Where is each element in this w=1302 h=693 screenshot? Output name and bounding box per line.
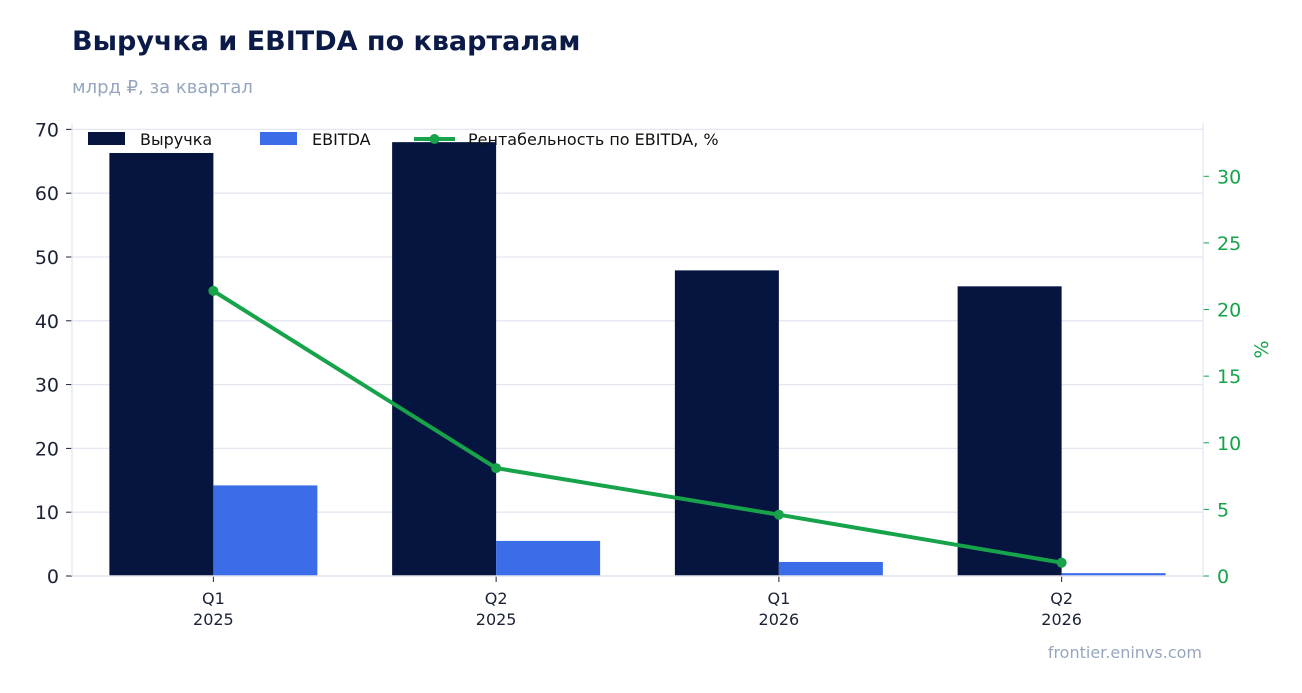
y-left-tick-label: 30: [35, 375, 59, 397]
y-left-tick-label: 60: [35, 183, 59, 205]
legend-swatch-revenue: [88, 132, 125, 145]
ebitda-bar: [778, 561, 883, 576]
y-right-axis-label: %: [1251, 340, 1273, 358]
chart-subtitle: млрд ₽, за квартал: [72, 77, 253, 98]
margin-line: [208, 285, 1067, 568]
legend-label-margin: Рентабельность по EBITDA, %: [468, 130, 719, 149]
axes: 010203040506070051015202530%Q12025Q22025…: [35, 119, 1273, 629]
x-tick-year: 2026: [1041, 610, 1082, 629]
x-tick-quarter: Q2: [485, 589, 508, 608]
y-right-tick-label: 10: [1217, 433, 1241, 455]
margin-point: [208, 285, 219, 296]
x-tick-quarter: Q1: [202, 589, 225, 608]
y-left-tick-label: 40: [35, 311, 59, 333]
y-left-tick-label: 10: [35, 502, 59, 524]
x-tick-year: 2025: [193, 610, 234, 629]
revenue-bar: [109, 152, 214, 577]
x-tick-quarter: Q1: [767, 589, 790, 608]
legend: Выручка EBITDA Рентабельность по EBITDA, %: [88, 130, 719, 149]
y-right-tick-label: 15: [1217, 366, 1241, 388]
chart-title: Выручка и EBITDA по кварталам: [72, 26, 581, 57]
margin-point: [1056, 557, 1067, 568]
y-right-tick-label: 30: [1217, 166, 1241, 188]
y-right-tick-label: 5: [1217, 499, 1229, 521]
ebitda-bar: [496, 540, 601, 576]
x-tick-quarter: Q2: [1050, 589, 1073, 608]
margin-point: [491, 463, 502, 474]
revenue-bar: [392, 142, 497, 576]
y-left-tick-label: 50: [35, 247, 59, 269]
legend-swatch-ebitda: [260, 132, 297, 145]
ebitda-bar: [213, 485, 318, 576]
y-left-tick-label: 0: [47, 566, 59, 588]
margin-point: [773, 509, 784, 520]
revenue-bar: [674, 270, 779, 576]
margin-series-line: [212, 289, 1062, 565]
revenue-bar: [957, 286, 1062, 576]
x-tick-year: 2026: [759, 610, 800, 629]
x-tick-year: 2025: [476, 610, 517, 629]
y-right-tick-label: 0: [1217, 566, 1229, 588]
y-left-tick-label: 20: [35, 438, 59, 460]
source-link[interactable]: frontier.eninvs.com: [1047, 643, 1202, 662]
ebitda-bar: [1061, 573, 1166, 576]
legend-marker-margin: [429, 134, 440, 144]
legend-label-revenue: Выручка: [140, 130, 212, 149]
bars: [109, 142, 1166, 577]
y-right-tick-label: 25: [1217, 233, 1241, 255]
y-right-tick-label: 20: [1217, 300, 1241, 322]
legend-label-ebitda: EBITDA: [312, 130, 371, 149]
y-left-tick-label: 70: [35, 119, 59, 141]
